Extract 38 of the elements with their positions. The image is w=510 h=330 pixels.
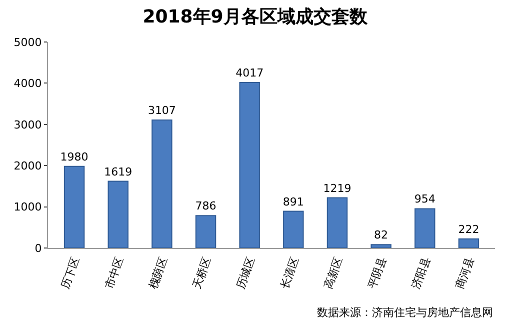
source-note: 数据来源：济南住宅与房地产信息网 — [317, 306, 493, 319]
x-tick-label: 商河县 — [453, 255, 477, 291]
x-tick-label: 天桥区 — [190, 255, 214, 291]
bar — [195, 215, 216, 248]
chart-title: 2018年9月各区域成交套数 — [142, 6, 368, 28]
bar — [64, 166, 85, 248]
y-tick-label: 0 — [34, 242, 42, 255]
data-label: 1980 — [60, 150, 88, 164]
x-tick-label: 历城区 — [234, 255, 258, 291]
x-tick-label: 济阳县 — [409, 255, 433, 291]
bar — [326, 197, 348, 248]
x-tick-label: 市中区 — [102, 255, 126, 291]
data-label: 82 — [374, 228, 388, 242]
data-label: 891 — [282, 195, 304, 208]
x-tick-label: 槐荫区 — [146, 255, 170, 291]
y-tick-label: 1000 — [14, 200, 42, 214]
data-label: 954 — [414, 192, 436, 206]
bar — [152, 119, 172, 248]
data-label: 786 — [195, 200, 216, 213]
data-label: 3107 — [148, 104, 176, 117]
x-tick-label: 平阴县 — [366, 255, 390, 291]
bar — [458, 238, 480, 248]
y-tick-label: 3000 — [14, 118, 42, 132]
bar — [370, 244, 392, 248]
bar — [239, 82, 260, 248]
data-label: 1619 — [104, 165, 132, 178]
data-label: 1219 — [323, 182, 352, 195]
bar — [283, 210, 304, 248]
x-tick-label: 历下区 — [58, 255, 82, 291]
x-tick-label: 长清区 — [278, 255, 302, 291]
bar — [108, 180, 128, 248]
x-tick-label: 高新区 — [322, 255, 346, 291]
data-label: 222 — [458, 222, 480, 236]
data-label: 4017 — [236, 66, 264, 80]
y-tick-label: 5000 — [14, 36, 42, 49]
bar — [414, 208, 436, 248]
y-tick-label: 4000 — [14, 77, 42, 90]
y-tick-label: 2000 — [14, 159, 42, 172]
